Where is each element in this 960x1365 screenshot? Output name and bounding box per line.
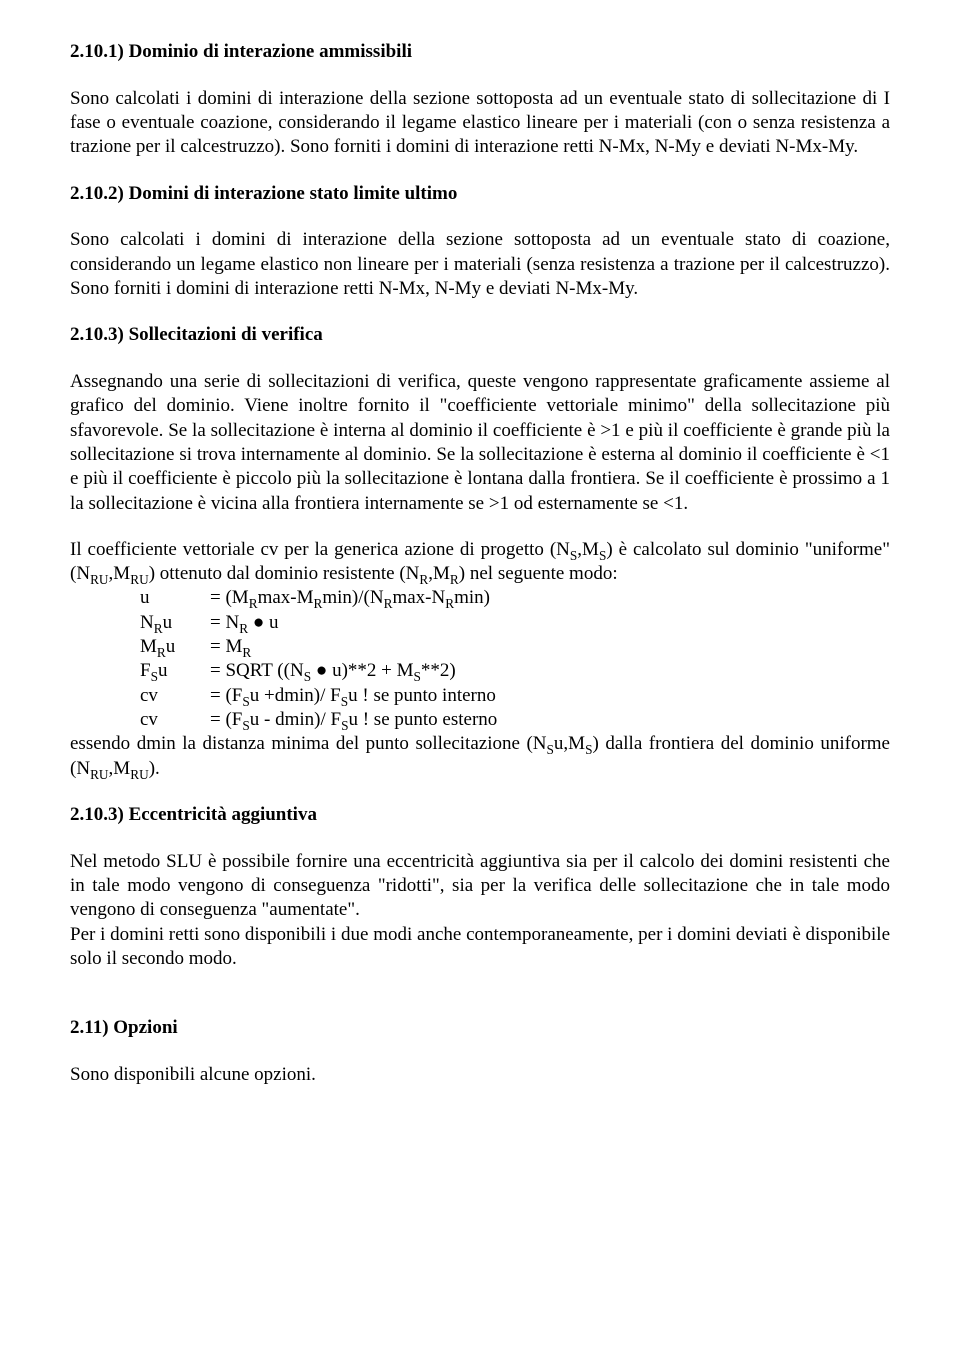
- paragraph: Sono calcolati i domini di interazione d…: [70, 87, 890, 160]
- text: u: [163, 612, 173, 633]
- heading-2-11: 2.11) Opzioni: [70, 1016, 890, 1041]
- formula-var: NRu: [140, 611, 210, 635]
- heading-2-10-3-sollecitazioni: 2.10.3) Sollecitazioni di verifica: [70, 323, 890, 348]
- text: essendo dmin la distanza minima del punt…: [70, 733, 547, 754]
- formula-eq: = (FSu +dmin)/ FSu ! se punto interno: [210, 684, 496, 708]
- text: = SQRT ((N: [210, 660, 304, 681]
- text: ,M: [577, 539, 599, 560]
- text: = (F: [210, 685, 242, 706]
- formula-intro: Il coefficiente vettoriale cv per la gen…: [70, 538, 890, 587]
- formula-var: FSu: [140, 659, 210, 683]
- subscript: RU: [130, 572, 148, 587]
- formula-var: cv: [140, 684, 210, 708]
- text: ) nel seguente modo:: [459, 563, 618, 584]
- paragraph: Assegnando una serie di sollecitazioni d…: [70, 370, 890, 516]
- subscript: S: [414, 669, 421, 684]
- text: ,M: [109, 563, 131, 584]
- paragraph: Sono disponibili alcune opzioni.: [70, 1063, 890, 1087]
- text: N: [140, 612, 154, 633]
- text: **2): [421, 660, 456, 681]
- text: ) ottenuto dal dominio resistente (N: [149, 563, 420, 584]
- text: ● u)**2 + M: [311, 660, 413, 681]
- formula-eq: = (FSu - dmin)/ FSu ! se punto esterno: [210, 708, 497, 732]
- formula-line: FSu = SQRT ((NS ● u)**2 + MS**2): [70, 659, 890, 683]
- text: = N: [210, 612, 239, 633]
- heading-2-10-1: 2.10.1) Dominio di interazione ammissibi…: [70, 40, 890, 65]
- formula-var: MRu: [140, 635, 210, 659]
- text: u +dmin)/ F: [250, 685, 341, 706]
- formula-eq: = (MRmax-MRmin)/(NRmax-NRmin): [210, 586, 490, 610]
- subscript: R: [239, 621, 248, 636]
- text: u: [158, 660, 168, 681]
- subscript: R: [249, 596, 258, 611]
- text: min)/(N: [322, 587, 383, 608]
- formula-line: cv = (FSu - dmin)/ FSu ! se punto estern…: [70, 708, 890, 732]
- text: M: [140, 636, 157, 657]
- subscript: S: [304, 669, 311, 684]
- subscript: R: [242, 645, 251, 660]
- text: min): [454, 587, 490, 608]
- formula-line: u = (MRmax-MRmin)/(NRmax-NRmin): [70, 586, 890, 610]
- subscript: R: [419, 572, 428, 587]
- text: = (M: [210, 587, 249, 608]
- paragraph: Sono calcolati i domini di interazione d…: [70, 228, 890, 301]
- formula-eq: = MR: [210, 635, 251, 659]
- subscript: S: [242, 718, 249, 733]
- text: ,M: [109, 758, 131, 779]
- subscript: R: [450, 572, 459, 587]
- formula-var: u: [140, 586, 210, 610]
- text: = M: [210, 636, 242, 657]
- text: ● u: [248, 612, 278, 633]
- formula-eq: = SQRT ((NS ● u)**2 + MS**2): [210, 659, 456, 683]
- text: ,M: [428, 563, 450, 584]
- heading-2-10-3-eccentricita: 2.10.3) Eccentricità aggiuntiva: [70, 803, 890, 828]
- formula-eq: = NR ● u: [210, 611, 279, 635]
- paragraph: Nel metodo SLU è possibile fornire una e…: [70, 850, 890, 923]
- subscript: S: [242, 693, 249, 708]
- subscript: R: [157, 645, 166, 660]
- text: max-N: [392, 587, 445, 608]
- formula-var: cv: [140, 708, 210, 732]
- subscript: S: [547, 742, 554, 757]
- formula-block: Il coefficiente vettoriale cv per la gen…: [70, 538, 890, 781]
- formula-footer: essendo dmin la distanza minima del punt…: [70, 732, 890, 781]
- text: u,M: [554, 733, 585, 754]
- text: ).: [149, 758, 160, 779]
- formula-line: cv = (FSu +dmin)/ FSu ! se punto interno: [70, 684, 890, 708]
- text: u ! se punto esterno: [348, 709, 497, 730]
- formula-line: NRu = NR ● u: [70, 611, 890, 635]
- text: u: [166, 636, 176, 657]
- subscript: S: [151, 669, 158, 684]
- heading-2-10-2: 2.10.2) Domini di interazione stato limi…: [70, 182, 890, 207]
- subscript: RU: [130, 766, 148, 781]
- text: max-M: [258, 587, 314, 608]
- subscript: R: [445, 596, 454, 611]
- paragraph: Per i domini retti sono disponibili i du…: [70, 923, 890, 972]
- document-page: 2.10.1) Dominio di interazione ammissibi…: [0, 0, 960, 1365]
- text: u ! se punto interno: [348, 685, 496, 706]
- subscript: RU: [90, 572, 108, 587]
- text: u - dmin)/ F: [250, 709, 341, 730]
- text: F: [140, 660, 151, 681]
- formula-line: MRu = MR: [70, 635, 890, 659]
- subscript: R: [154, 621, 163, 636]
- subscript: S: [341, 693, 348, 708]
- subscript: RU: [90, 766, 108, 781]
- text: = (F: [210, 709, 242, 730]
- text: Il coefficiente vettoriale cv per la gen…: [70, 539, 570, 560]
